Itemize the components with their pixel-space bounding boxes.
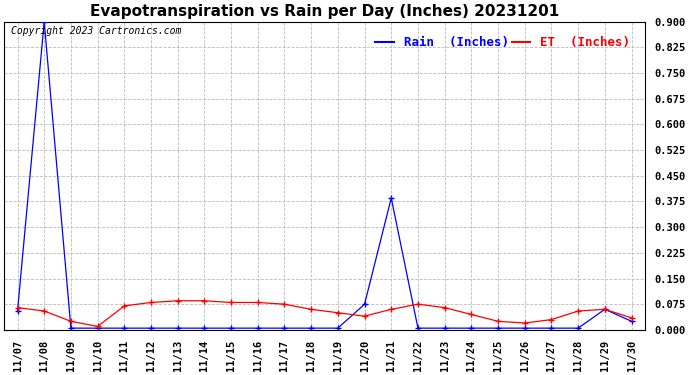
Legend: Rain  (Inches), ET  (Inches): Rain (Inches), ET (Inches): [371, 31, 635, 54]
Text: Copyright 2023 Cartronics.com: Copyright 2023 Cartronics.com: [10, 26, 181, 36]
Title: Evapotranspiration vs Rain per Day (Inches) 20231201: Evapotranspiration vs Rain per Day (Inch…: [90, 4, 559, 19]
